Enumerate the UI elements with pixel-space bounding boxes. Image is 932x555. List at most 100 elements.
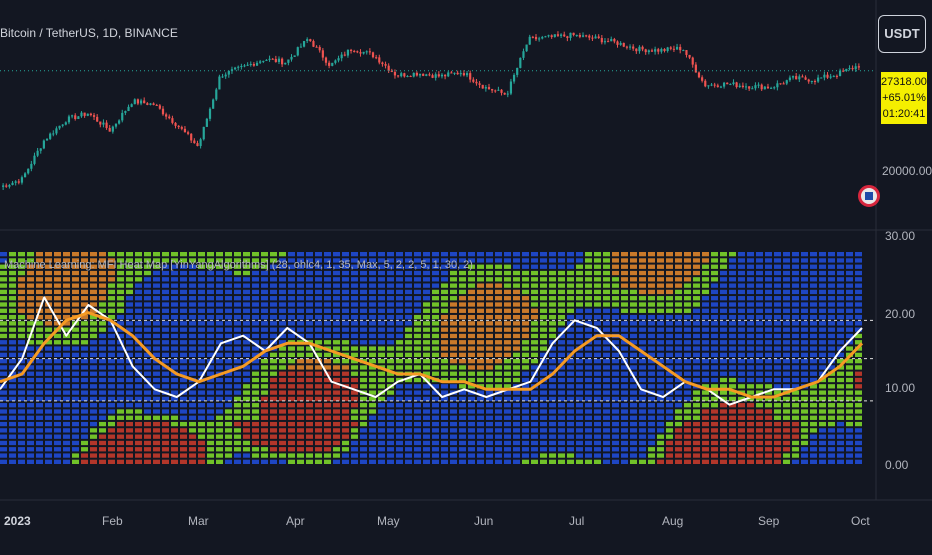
heat-cell: [603, 409, 610, 414]
heat-cell: [270, 384, 277, 389]
heat-cell: [468, 377, 475, 383]
heat-cell: [261, 327, 268, 332]
heat-cell: [810, 371, 817, 376]
heat-cell: [774, 359, 781, 364]
heat-cell: [639, 409, 646, 414]
heat-cell: [585, 296, 592, 301]
heat-cell: [270, 377, 277, 383]
candle-body: [581, 35, 585, 37]
heat-cell: [270, 296, 277, 301]
heat-cell: [837, 333, 844, 339]
heat-cell: [414, 415, 421, 420]
heat-cell: [342, 258, 349, 263]
heat-cell: [225, 302, 232, 307]
heat-cell: [729, 377, 736, 383]
heat-cell: [531, 440, 538, 446]
heat-cell: [387, 371, 394, 376]
heat-cell: [738, 440, 745, 446]
heat-cell: [162, 396, 169, 402]
heat-cell: [729, 327, 736, 332]
heat-cell: [828, 434, 835, 439]
heat-cell: [387, 302, 394, 307]
heat-cell: [468, 428, 475, 433]
heat-cell: [405, 352, 412, 357]
heat-cell: [198, 302, 205, 307]
candle-body: [61, 124, 64, 126]
heat-cell: [504, 421, 511, 427]
heat-cell: [243, 434, 250, 439]
heat-cell: [387, 447, 394, 452]
heat-cell: [783, 377, 790, 383]
heat-cell: [234, 352, 241, 357]
heat-cell: [657, 384, 664, 389]
heat-cell: [396, 308, 403, 313]
candle-body: [5, 185, 8, 187]
heat-cell: [216, 447, 223, 452]
heat-cell: [153, 340, 160, 345]
heat-cell: [369, 377, 376, 383]
heat-cell: [486, 308, 493, 313]
heat-cell: [657, 270, 664, 276]
heat-cell: [252, 377, 259, 383]
heat-cell: [423, 352, 430, 357]
heat-cell: [81, 415, 88, 420]
heat-cell: [837, 396, 844, 402]
heat-cell: [783, 333, 790, 339]
heat-cell: [765, 384, 772, 389]
heat-cell: [567, 459, 574, 464]
heat-cell: [261, 371, 268, 376]
heat-cell: [288, 390, 295, 395]
heat-cell: [189, 308, 196, 313]
heat-cell: [495, 421, 502, 427]
heat-cell: [720, 434, 727, 439]
heat-cell: [216, 440, 223, 446]
heat-cell: [657, 283, 664, 288]
heat-cell: [144, 340, 151, 345]
heat-cell: [486, 277, 493, 282]
heat-cell: [540, 390, 547, 395]
heat-cell: [684, 270, 691, 276]
candle-body: [826, 74, 829, 78]
candle-body: [158, 105, 161, 109]
candle-body: [829, 76, 832, 78]
heat-cell: [36, 384, 43, 389]
candle-body: [550, 35, 553, 37]
heat-cell: [243, 314, 250, 320]
heat-cell: [756, 340, 763, 345]
heat-cell: [54, 289, 61, 295]
heat-cell: [522, 396, 529, 402]
heat-cell: [27, 289, 34, 295]
heat-cell: [441, 428, 448, 433]
candle-body: [613, 39, 616, 42]
heat-cell: [171, 352, 178, 357]
heat-cell: [495, 340, 502, 345]
heat-cell: [351, 289, 358, 295]
candle-body: [534, 36, 538, 40]
heat-cell: [423, 270, 430, 276]
country-flag-icon[interactable]: [858, 185, 880, 207]
heat-cell: [549, 283, 556, 288]
heat-cell: [63, 396, 70, 402]
heat-cell: [261, 258, 268, 263]
heat-cell: [153, 333, 160, 339]
heat-cell: [630, 440, 637, 446]
candle-body: [638, 46, 641, 52]
heat-cell: [495, 296, 502, 301]
heat-cell: [432, 409, 439, 414]
heat-cell: [216, 428, 223, 433]
heat-cell: [765, 459, 772, 464]
heat-cell: [225, 384, 232, 389]
heat-cell: [612, 428, 619, 433]
currency-button[interactable]: USDT: [878, 15, 926, 53]
heat-cell: [369, 289, 376, 295]
heat-cell: [756, 453, 763, 458]
heat-cell: [540, 258, 547, 263]
heat-cell: [819, 321, 826, 326]
heat-cell: [198, 440, 205, 446]
heat-cell: [108, 333, 115, 339]
heat-cell: [198, 333, 205, 339]
heat-cell: [837, 283, 844, 288]
heat-cell: [369, 359, 376, 364]
